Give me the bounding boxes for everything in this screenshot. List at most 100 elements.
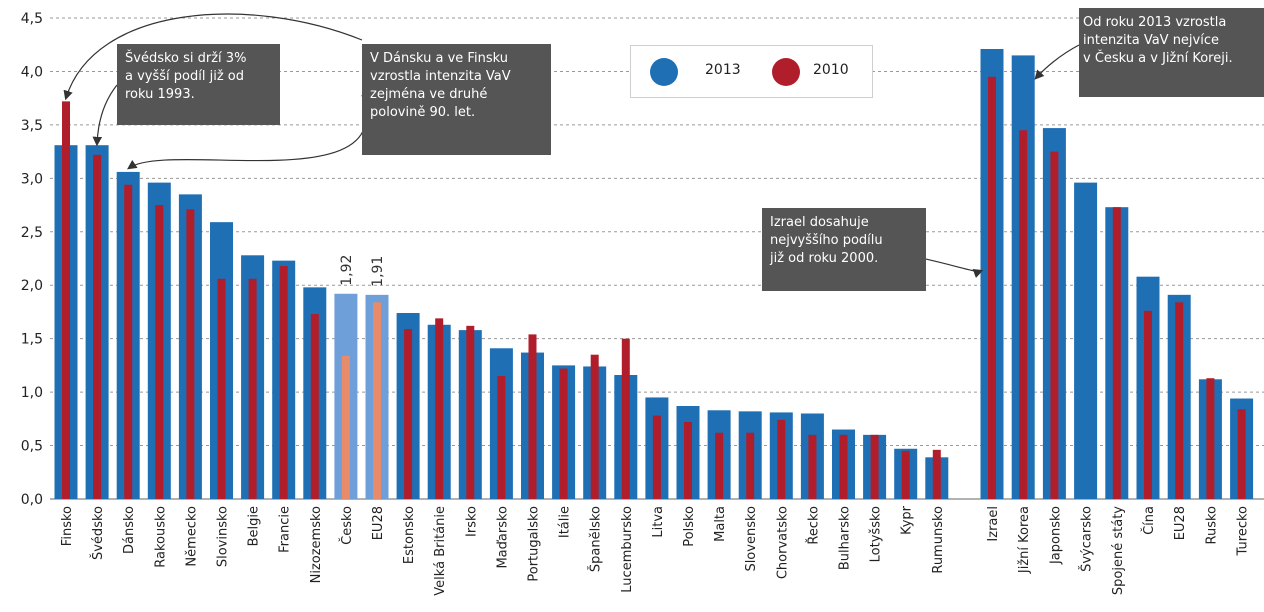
x-tick-label: Španělsko — [588, 506, 604, 572]
x-tick-label: Irsko — [464, 506, 479, 537]
bar-2010 — [870, 434, 879, 499]
annotation-line: v Česku a v Jižní Koreji. — [1083, 51, 1233, 66]
x-tick-label: Jižní Korea — [1017, 506, 1032, 574]
annotation-line: polovině 90. let. — [370, 105, 476, 120]
x-tick-label: Japonsko — [1048, 506, 1063, 565]
annotation-denmark-finland: V Dánsku a ve Finsku vzrostla intenzita … — [362, 44, 551, 155]
bar-2010 — [1144, 310, 1152, 499]
bar-2010 — [715, 432, 724, 499]
x-tick-label: Itálie — [558, 506, 573, 538]
annotation-line: V Dánsku a ve Finsku — [370, 51, 508, 66]
bar-2010 — [1206, 378, 1215, 499]
data-label: 1,91 — [370, 256, 386, 287]
bar-2010 — [621, 338, 630, 499]
bar-2010 — [559, 368, 568, 499]
x-tick-label: Rusko — [1204, 506, 1219, 545]
annotation-line: roku 1993. — [125, 87, 195, 102]
bar-2010 — [186, 209, 195, 499]
annotation-line: intenzita VaV nejvíce — [1083, 33, 1219, 48]
connector-finland — [63, 13, 363, 101]
bar-2010 — [310, 314, 319, 499]
x-tick-label: Izrael — [986, 506, 1001, 542]
x-tick-label: Čína — [1141, 506, 1157, 535]
x-tick-label: EU28 — [371, 506, 386, 540]
bar-2010 — [932, 449, 941, 499]
connector-sweden — [92, 84, 118, 147]
x-tick-label: Kypr — [900, 505, 915, 535]
legend-label-2010: 2010 — [813, 62, 849, 78]
x-tick-label: Švýcarsko — [1079, 506, 1095, 572]
bar-2010 — [248, 278, 257, 499]
x-tick-label: Bulharsko — [838, 506, 853, 570]
bar-2010 — [1237, 409, 1246, 499]
x-tick-label: Česko — [339, 506, 355, 545]
annotation-line: vzrostla intenzita VaV — [370, 69, 511, 84]
bar-2010 — [988, 76, 996, 500]
bar-2010 — [528, 334, 537, 499]
x-tick-label: Německo — [184, 506, 199, 567]
y-tick-label: 1,5 — [21, 332, 43, 348]
bar-2010 — [279, 265, 288, 499]
bar-2010 — [466, 325, 475, 499]
x-tick-label: Rakousko — [153, 506, 168, 568]
bar-2010 — [404, 329, 413, 499]
x-tick-label: Velká Británie — [433, 506, 448, 596]
x-tick-label: EU28 — [1173, 506, 1188, 540]
legend-swatch-2010 — [772, 58, 800, 86]
y-tick-label: 0,0 — [21, 492, 43, 508]
y-tick-label: 4,0 — [21, 64, 43, 80]
bar-2010 — [777, 419, 786, 499]
bar-2013 — [1074, 182, 1098, 499]
x-tick-label: Slovinsko — [216, 506, 231, 567]
bar-2010 — [217, 278, 226, 499]
x-tick-label: Rumunsko — [931, 506, 946, 574]
y-tick-label: 3,0 — [21, 171, 43, 187]
annotation-line: Švédsko si drží 3% — [125, 51, 247, 66]
x-tick-label: Litva — [651, 506, 666, 538]
bar-2010 — [808, 434, 817, 499]
x-tick-label: Finsko — [60, 506, 75, 546]
bar-2010 — [1019, 130, 1028, 499]
connector-korea — [1034, 44, 1080, 80]
x-tick-label: Francie — [278, 506, 293, 553]
x-tick-label: Turecko — [1236, 506, 1251, 556]
bar-2010 — [124, 184, 133, 499]
bar-2010 — [62, 101, 70, 499]
annotation-line: Od roku 2013 vzrostla — [1083, 15, 1227, 30]
bar-2010 — [839, 434, 848, 499]
bar-2010 — [93, 154, 102, 499]
y-tick-label: 3,5 — [21, 118, 43, 134]
annotation-line: již od roku 2000. — [770, 251, 879, 266]
legend-label-2013: 2013 — [705, 62, 741, 78]
x-tick-label: Portugalsko — [527, 506, 542, 582]
bar-2010 — [652, 415, 661, 499]
bar-2010 — [435, 318, 444, 499]
bar-2010 — [341, 355, 350, 499]
y-tick-label: 2,0 — [21, 278, 43, 294]
data-label: 1,92 — [339, 255, 355, 286]
x-tick-label: Chorvatsko — [775, 506, 790, 579]
x-tick-label: Lucembursko — [620, 506, 635, 593]
x-tick-label: Estonsko — [402, 506, 417, 564]
y-tick-label: 2,5 — [21, 225, 43, 241]
y-tick-label: 4,5 — [21, 11, 43, 27]
x-tick-label: Dánsko — [122, 506, 137, 554]
bar-2010 — [497, 376, 506, 499]
chart-legend: 2013 2010 — [630, 45, 873, 98]
x-tick-label: Švédsko — [90, 506, 106, 560]
x-tick-label: Malta — [713, 506, 728, 542]
annotation-line: nejvyššího podílu — [770, 233, 883, 248]
x-tick-label: Belgie — [247, 506, 262, 546]
bar-2010 — [684, 422, 692, 499]
x-tick-label: Maďarsko — [495, 506, 510, 569]
annotation-line: a vyšší podíl již od — [125, 69, 244, 84]
annotation-sweden: Švédsko si drží 3% a vyšší podíl již od … — [117, 44, 280, 125]
x-tick-label: Spojené státy — [1111, 506, 1126, 595]
annotation-czech-korea: Od roku 2013 vzrostla intenzita VaV nejv… — [1079, 8, 1264, 97]
bar-2010 — [373, 302, 381, 499]
annotation-israel: Izrael dosahuje nejvyššího podílu již od… — [762, 208, 926, 291]
x-tick-label: Polsko — [682, 506, 697, 547]
x-tick-label: Lotyšsko — [869, 506, 884, 562]
y-tick-label: 0,5 — [21, 439, 43, 455]
